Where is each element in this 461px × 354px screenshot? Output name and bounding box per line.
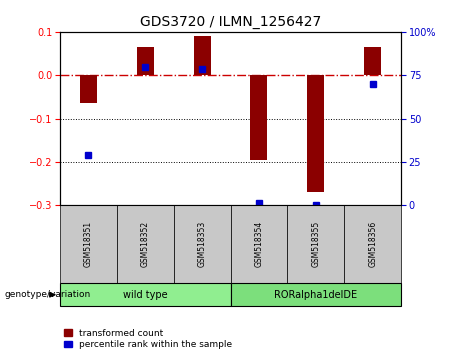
Bar xyxy=(307,75,324,192)
Text: GSM518353: GSM518353 xyxy=(198,221,207,267)
Bar xyxy=(117,205,174,283)
Text: GSM518351: GSM518351 xyxy=(84,221,93,267)
Text: GSM518355: GSM518355 xyxy=(311,221,320,267)
Bar xyxy=(60,205,117,283)
Bar xyxy=(60,283,230,306)
Legend: transformed count, percentile rank within the sample: transformed count, percentile rank withi… xyxy=(65,329,232,349)
Bar xyxy=(287,205,344,283)
Bar xyxy=(230,205,287,283)
Text: GSM518354: GSM518354 xyxy=(254,221,263,267)
Bar xyxy=(250,75,267,160)
Text: genotype/variation: genotype/variation xyxy=(5,290,91,299)
Text: RORalpha1delDE: RORalpha1delDE xyxy=(274,290,357,300)
Bar xyxy=(136,47,154,75)
Bar xyxy=(194,36,211,75)
Bar xyxy=(80,75,97,103)
Bar xyxy=(174,205,230,283)
Text: wild type: wild type xyxy=(123,290,167,300)
Bar xyxy=(364,47,381,75)
Text: GSM518356: GSM518356 xyxy=(368,221,377,267)
Bar xyxy=(230,283,401,306)
Title: GDS3720 / ILMN_1256427: GDS3720 / ILMN_1256427 xyxy=(140,16,321,29)
Bar xyxy=(344,205,401,283)
Text: GSM518352: GSM518352 xyxy=(141,221,150,267)
